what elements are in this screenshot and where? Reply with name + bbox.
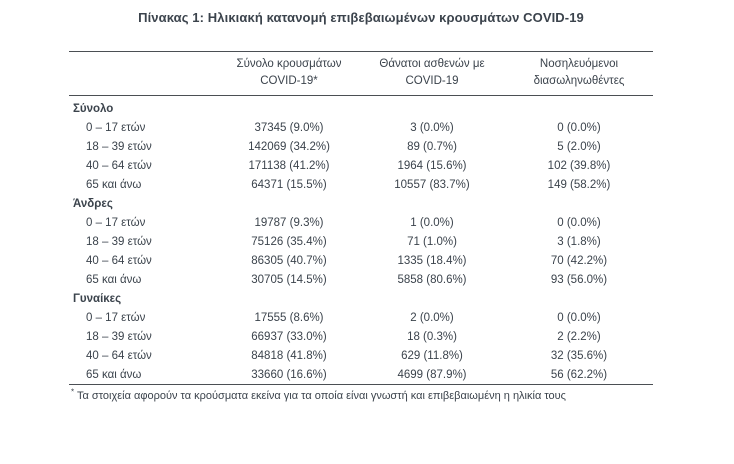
section-row-men: Άνδρες — [69, 194, 653, 213]
age-label-cell: 0 – 17 ετών — [86, 121, 146, 134]
intubated-cell: 0 (0.0%) — [557, 121, 601, 134]
table-row: 18 – 39 ετών 142069 (34.2%) 89 (0.7%) 5 … — [69, 137, 653, 156]
intubated-cell: 5 (2.0%) — [557, 140, 601, 153]
deaths-cell: 18 (0.3%) — [407, 330, 457, 343]
table-row: 0 – 17 ετών 37345 (9.0%) 3 (0.0%) 0 (0.0… — [69, 118, 653, 137]
cases-cell: 171138 (41.2%) — [248, 159, 330, 172]
table-block: Πίνακας 1: Ηλικιακή κατανομή επιβεβαιωμέ… — [69, 10, 653, 404]
deaths-cell: 1 (0.0%) — [410, 216, 454, 229]
intubated-cell: 70 (42.2%) — [550, 254, 608, 267]
cases-cell: 19787 (9.3%) — [254, 216, 324, 229]
age-label-cell: 0 – 17 ετών — [86, 311, 146, 324]
deaths-cell: 10557 (83.7%) — [394, 178, 470, 191]
section-label: Γυναίκες — [73, 292, 122, 305]
table-row: 18 – 39 ετών 75126 (35.4%) 71 (1.0%) 3 (… — [69, 232, 653, 251]
intubated-cell: 149 (58.2%) — [547, 178, 611, 191]
age-label-cell: 65 και άνω — [86, 368, 142, 381]
section-label: Άνδρες — [73, 197, 113, 210]
deaths-cell: 2 (0.0%) — [410, 311, 454, 324]
footnote-asterisk: * — [71, 387, 75, 397]
age-label-cell: 40 – 64 ετών — [86, 349, 152, 362]
deaths-cell: 89 (0.7%) — [407, 140, 457, 153]
col-header-cases-line1: Σύνολο κρουσμάτων — [236, 58, 342, 70]
age-label-cell: 40 – 64 ετών — [86, 159, 152, 172]
cases-cell: 30705 (14.5%) — [251, 273, 327, 286]
deaths-cell: 1335 (18.4%) — [397, 254, 467, 267]
intubated-cell: 0 (0.0%) — [557, 216, 601, 229]
page-title: Πίνακας 1: Ηλικιακή κατανομή επιβεβαιωμέ… — [138, 10, 584, 25]
deaths-cell: 5858 (80.6%) — [397, 273, 467, 286]
table-body: Σύνολο 0 – 17 ετών 37345 (9.0%) 3 (0.0%)… — [69, 96, 653, 385]
cases-cell: 84818 (41.8%) — [251, 349, 327, 362]
covid-age-distribution-table: Σύνολο κρουσμάτων COVID-19* Θάνατοι ασθε… — [69, 51, 653, 385]
cases-cell: 37345 (9.0%) — [254, 121, 324, 134]
deaths-cell: 71 (1.0%) — [407, 235, 457, 248]
table-row: 40 – 64 ετών 86305 (40.7%) 1335 (18.4%) … — [69, 251, 653, 270]
cases-cell: 75126 (35.4%) — [251, 235, 327, 248]
intubated-cell: 32 (35.6%) — [550, 349, 608, 362]
age-label-cell: 18 – 39 ετών — [86, 235, 152, 248]
section-row-women: Γυναίκες — [69, 289, 653, 308]
col-header-empty — [69, 52, 219, 96]
table-row: 0 – 17 ετών 17555 (8.6%) 2 (0.0%) 0 (0.0… — [69, 308, 653, 327]
age-label-cell: 18 – 39 ετών — [86, 330, 152, 343]
age-label-cell: 40 – 64 ετών — [86, 254, 152, 267]
table-row: 18 – 39 ετών 66937 (33.0%) 18 (0.3%) 2 (… — [69, 327, 653, 346]
cases-cell: 17555 (8.6%) — [254, 311, 324, 324]
section-row-total: Σύνολο — [69, 96, 653, 119]
col-header-deaths-line2: COVID-19 — [405, 75, 459, 87]
table-row: 0 – 17 ετών 19787 (9.3%) 1 (0.0%) 0 (0.0… — [69, 213, 653, 232]
deaths-cell: 4699 (87.9%) — [397, 368, 467, 381]
deaths-cell: 629 (11.8%) — [401, 349, 463, 362]
table-row: 65 και άνω 64371 (15.5%) 10557 (83.7%) 1… — [69, 175, 653, 194]
intubated-cell: 102 (39.8%) — [547, 159, 611, 172]
col-header-intubated-line1: Νοσηλευόμενοι — [539, 58, 619, 70]
intubated-cell: 0 (0.0%) — [557, 311, 601, 324]
footnote-text: Τα στοιχεία αφορούν τα κρούσματα εκείνα … — [76, 390, 566, 402]
col-header-intubated-line2: διασωληνωθέντες — [533, 75, 625, 87]
footnote: * Τα στοιχεία αφορούν τα κρούσματα εκείν… — [69, 387, 653, 404]
cases-cell: 66937 (33.0%) — [251, 330, 327, 343]
age-label-cell: 65 και άνω — [86, 178, 142, 191]
deaths-cell: 1964 (15.6%) — [397, 159, 467, 172]
table-row: 40 – 64 ετών 171138 (41.2%) 1964 (15.6%)… — [69, 156, 653, 175]
intubated-cell: 56 (62.2%) — [550, 368, 608, 381]
cases-cell: 86305 (40.7%) — [251, 254, 327, 267]
col-header-cases: Σύνολο κρουσμάτων COVID-19* — [219, 52, 359, 96]
age-label-cell: 18 – 39 ετών — [86, 140, 152, 153]
intubated-cell: 2 (2.2%) — [557, 330, 601, 343]
age-label-cell: 65 και άνω — [86, 273, 142, 286]
intubated-cell: 3 (1.8%) — [557, 235, 601, 248]
deaths-cell: 3 (0.0%) — [410, 121, 454, 134]
col-header-deaths: Θάνατοι ασθενών με COVID-19 — [359, 52, 505, 96]
table-row: 65 και άνω 30705 (14.5%) 5858 (80.6%) 93… — [69, 270, 653, 289]
cases-cell: 64371 (15.5%) — [251, 178, 327, 191]
section-label: Σύνολο — [73, 102, 114, 115]
table-row: 40 – 64 ετών 84818 (41.8%) 629 (11.8%) 3… — [69, 346, 653, 365]
col-header-cases-line2: COVID-19* — [260, 75, 318, 87]
intubated-cell: 93 (56.0%) — [550, 273, 608, 286]
table-header: Σύνολο κρουσμάτων COVID-19* Θάνατοι ασθε… — [69, 52, 653, 96]
table-row: 65 και άνω 33660 (16.6%) 4699 (87.9%) 56… — [69, 365, 653, 385]
col-header-intubated: Νοσηλευόμενοι διασωληνωθέντες — [505, 52, 653, 96]
age-label-cell: 0 – 17 ετών — [86, 216, 146, 229]
col-header-deaths-line1: Θάνατοι ασθενών με — [379, 58, 485, 70]
cases-cell: 33660 (16.6%) — [251, 368, 327, 381]
cases-cell: 142069 (34.2%) — [248, 140, 330, 153]
